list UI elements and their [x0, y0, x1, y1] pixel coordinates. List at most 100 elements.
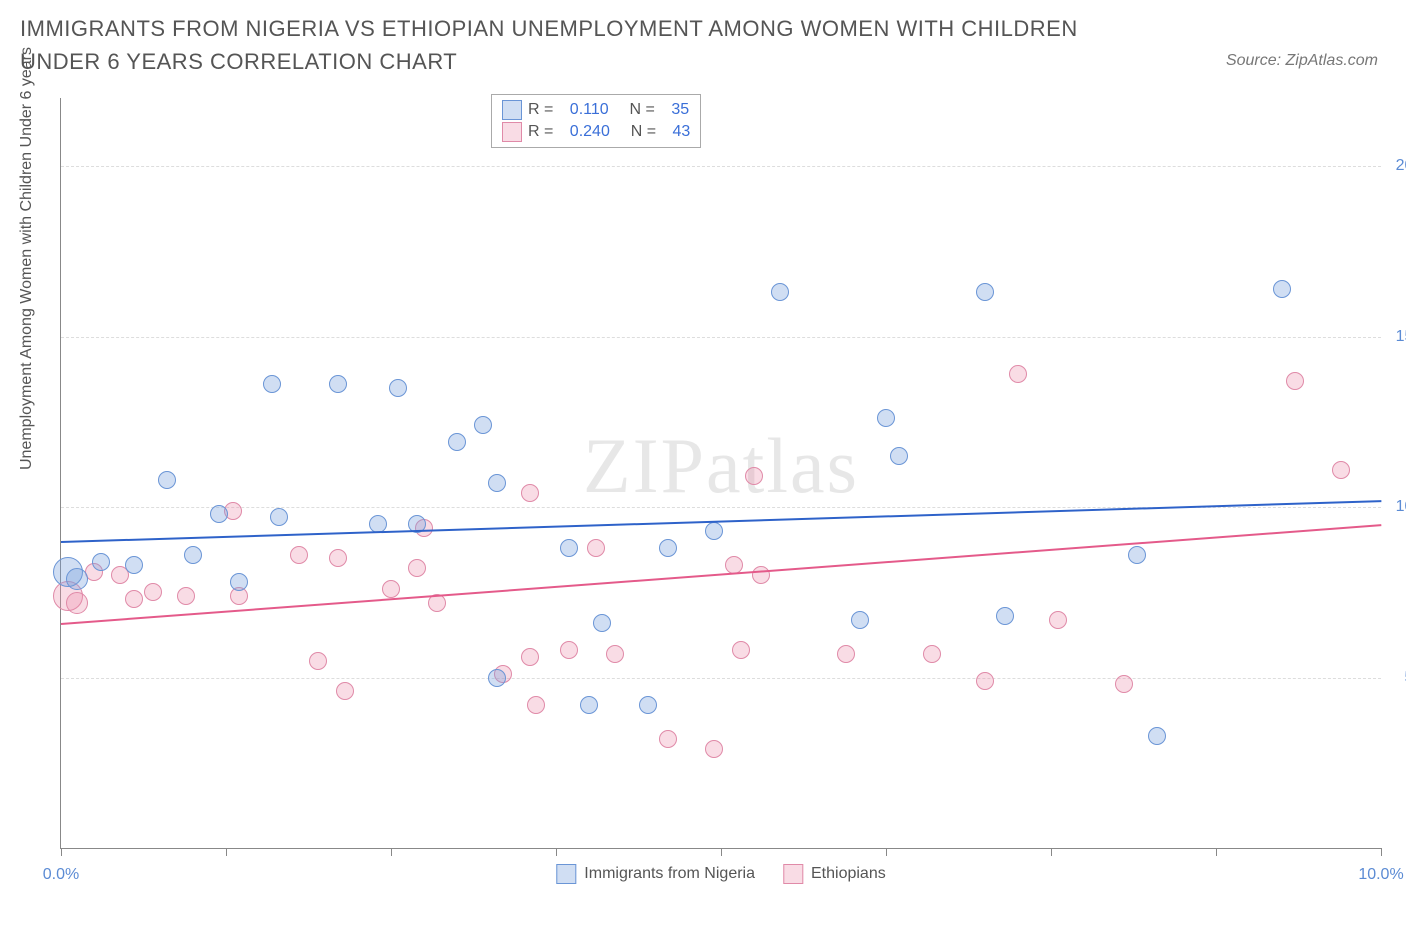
stats-legend: R = 0.110 N = 35 R = 0.240 N = 43 — [491, 94, 701, 148]
ethiopia-point[interactable] — [837, 645, 855, 663]
nigeria-point[interactable] — [639, 696, 657, 714]
nigeria-point[interactable] — [593, 614, 611, 632]
stats-row-ethiopia: R = 0.240 N = 43 — [502, 121, 690, 143]
nigeria-point[interactable] — [1128, 546, 1146, 564]
nigeria-point[interactable] — [996, 607, 1014, 625]
ethiopia-point[interactable] — [659, 730, 677, 748]
ethiopia-point[interactable] — [144, 583, 162, 601]
y-tick-label: 10.0% — [1396, 498, 1406, 516]
nigeria-point[interactable] — [771, 283, 789, 301]
swatch-ethiopia — [783, 864, 803, 884]
chart-title: IMMIGRANTS FROM NIGERIA VS ETHIOPIAN UNE… — [20, 12, 1140, 78]
x-tick-label: 0.0% — [43, 866, 79, 884]
legend-item-ethiopia[interactable]: Ethiopians — [783, 864, 886, 884]
n-value-ethiopia[interactable]: 43 — [673, 123, 691, 141]
nigeria-point[interactable] — [230, 573, 248, 591]
nigeria-point[interactable] — [474, 416, 492, 434]
source-attribution: Source: ZipAtlas.com — [1226, 52, 1378, 70]
nigeria-point[interactable] — [488, 669, 506, 687]
x-tick — [556, 848, 557, 856]
scatter-plot-area: ZIPatlas R = 0.110 N = 35 R = 0.240 N = … — [60, 98, 1381, 849]
x-tick — [1051, 848, 1052, 856]
nigeria-point[interactable] — [659, 539, 677, 557]
nigeria-point[interactable] — [125, 556, 143, 574]
nigeria-point[interactable] — [560, 539, 578, 557]
nigeria-point[interactable] — [851, 611, 869, 629]
nigeria-point[interactable] — [270, 508, 288, 526]
ethiopia-point[interactable] — [752, 566, 770, 584]
stats-row-nigeria: R = 0.110 N = 35 — [502, 99, 690, 121]
nigeria-point[interactable] — [580, 696, 598, 714]
nigeria-point[interactable] — [329, 375, 347, 393]
r-label: R = — [528, 123, 553, 141]
legend-label-ethiopia: Ethiopians — [811, 865, 886, 883]
nigeria-point[interactable] — [488, 474, 506, 492]
x-tick — [391, 848, 392, 856]
y-tick-label: 15.0% — [1396, 328, 1406, 346]
n-label: N = — [630, 101, 655, 119]
ethiopia-point[interactable] — [976, 672, 994, 690]
ethiopia-point[interactable] — [705, 740, 723, 758]
ethiopia-point[interactable] — [125, 590, 143, 608]
series-legend: Immigrants from Nigeria Ethiopians — [556, 864, 885, 884]
x-tick — [1381, 848, 1382, 856]
nigeria-point[interactable] — [66, 568, 88, 590]
nigeria-point[interactable] — [158, 471, 176, 489]
x-tick — [61, 848, 62, 856]
ethiopia-point[interactable] — [336, 682, 354, 700]
n-label: N = — [631, 123, 656, 141]
watermark-text: ZIPatlas — [583, 421, 859, 511]
swatch-nigeria — [502, 100, 522, 120]
ethiopia-point[interactable] — [606, 645, 624, 663]
swatch-ethiopia — [502, 122, 522, 142]
x-tick — [226, 848, 227, 856]
x-tick-label: 10.0% — [1358, 866, 1403, 884]
nigeria-point[interactable] — [92, 553, 110, 571]
x-tick — [886, 848, 887, 856]
ethiopia-point[interactable] — [1009, 365, 1027, 383]
gridline-h — [61, 166, 1381, 167]
nigeria-point[interactable] — [184, 546, 202, 564]
y-axis-title: Unemployment Among Women with Children U… — [18, 47, 36, 470]
swatch-nigeria — [556, 864, 576, 884]
legend-label-nigeria: Immigrants from Nigeria — [584, 865, 755, 883]
gridline-h — [61, 678, 1381, 679]
nigeria-point[interactable] — [448, 433, 466, 451]
nigeria-point[interactable] — [210, 505, 228, 523]
legend-item-nigeria[interactable]: Immigrants from Nigeria — [556, 864, 755, 884]
nigeria-point[interactable] — [890, 447, 908, 465]
ethiopia-point[interactable] — [732, 641, 750, 659]
r-label: R = — [528, 101, 553, 119]
nigeria-point[interactable] — [705, 522, 723, 540]
ethiopia-point[interactable] — [177, 587, 195, 605]
ethiopia-point[interactable] — [329, 549, 347, 567]
ethiopia-point[interactable] — [309, 652, 327, 670]
r-value-ethiopia[interactable]: 0.240 — [570, 123, 610, 141]
ethiopia-point[interactable] — [290, 546, 308, 564]
ethiopia-trendline — [61, 524, 1381, 625]
nigeria-point[interactable] — [1148, 727, 1166, 745]
gridline-h — [61, 337, 1381, 338]
ethiopia-point[interactable] — [521, 648, 539, 666]
nigeria-point[interactable] — [263, 375, 281, 393]
nigeria-point[interactable] — [877, 409, 895, 427]
ethiopia-point[interactable] — [408, 559, 426, 577]
ethiopia-point[interactable] — [1049, 611, 1067, 629]
nigeria-point[interactable] — [976, 283, 994, 301]
ethiopia-point[interactable] — [1286, 372, 1304, 390]
ethiopia-point[interactable] — [587, 539, 605, 557]
ethiopia-point[interactable] — [923, 645, 941, 663]
n-value-nigeria[interactable]: 35 — [671, 101, 689, 119]
nigeria-point[interactable] — [389, 379, 407, 397]
ethiopia-point[interactable] — [382, 580, 400, 598]
ethiopia-point[interactable] — [1332, 461, 1350, 479]
ethiopia-point[interactable] — [560, 641, 578, 659]
ethiopia-point[interactable] — [521, 484, 539, 502]
ethiopia-point[interactable] — [527, 696, 545, 714]
ethiopia-point[interactable] — [745, 467, 763, 485]
nigeria-point[interactable] — [1273, 280, 1291, 298]
ethiopia-point[interactable] — [1115, 675, 1133, 693]
ethiopia-point[interactable] — [66, 592, 88, 614]
x-tick — [721, 848, 722, 856]
r-value-nigeria[interactable]: 0.110 — [570, 101, 609, 119]
